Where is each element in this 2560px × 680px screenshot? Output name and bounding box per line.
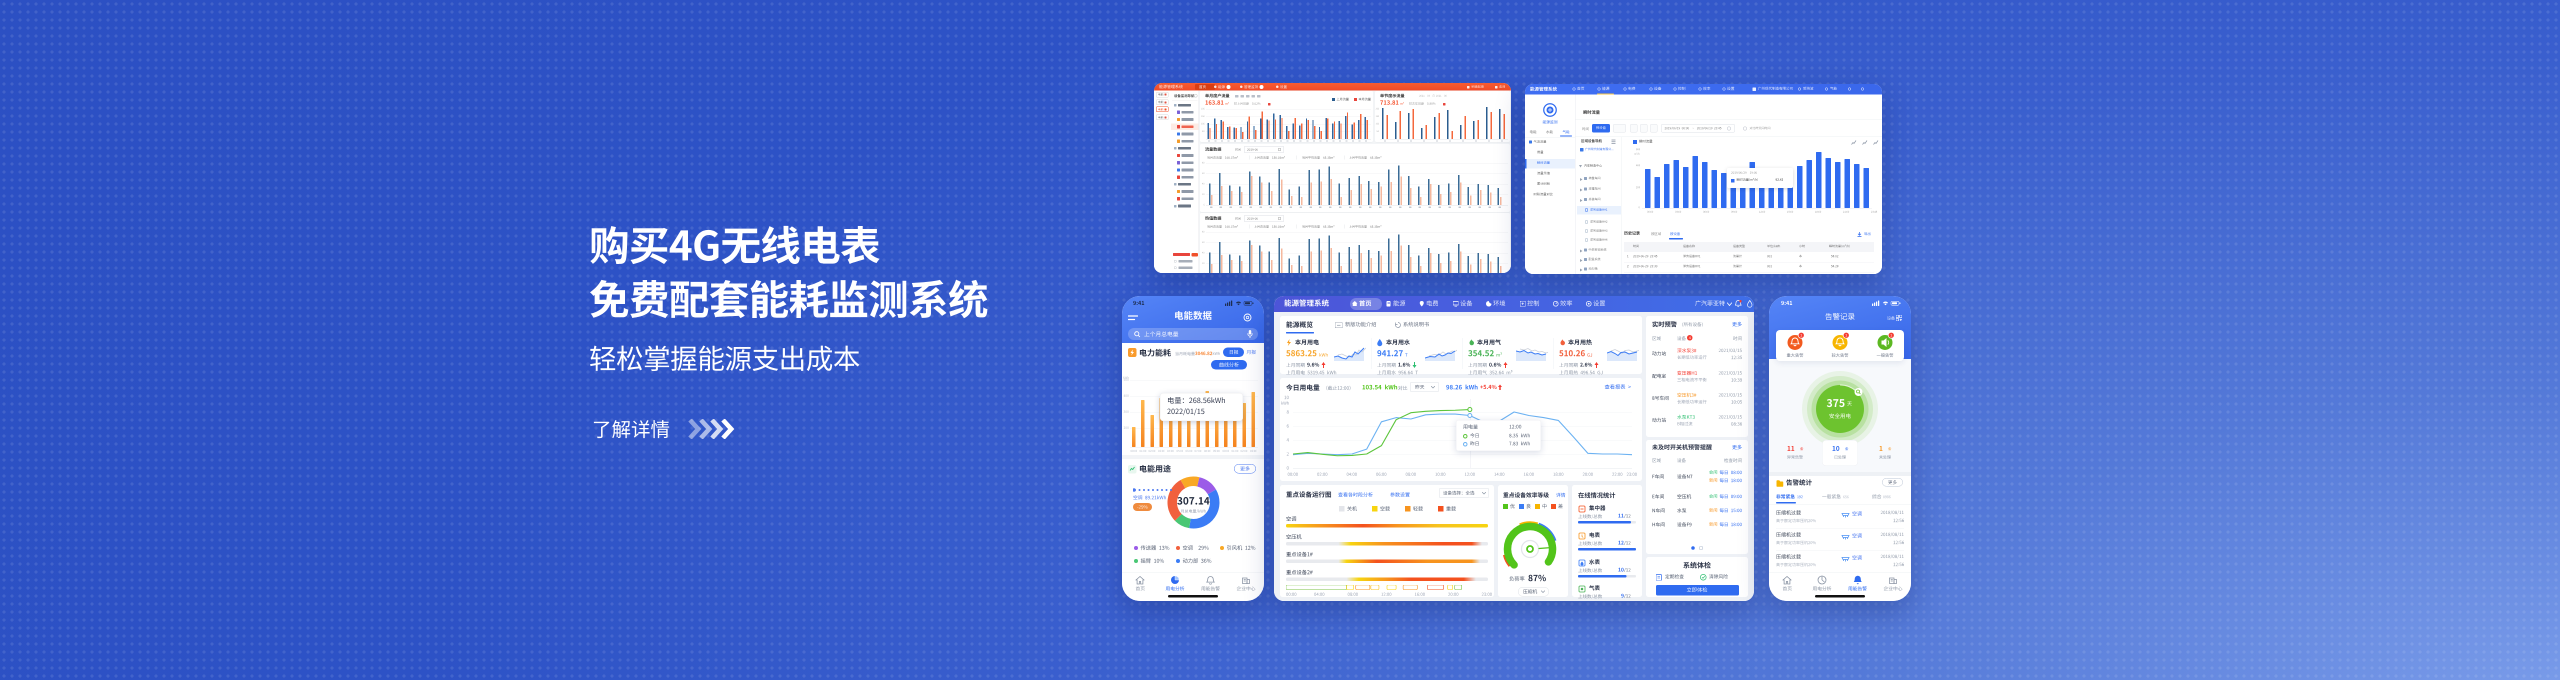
svg-text:4: 4 — [1689, 336, 1691, 340]
svg-text:1: 1 — [1845, 333, 1848, 338]
svg-text:1: 1 — [1800, 333, 1803, 338]
svg-text:1: 1 — [1890, 333, 1893, 338]
